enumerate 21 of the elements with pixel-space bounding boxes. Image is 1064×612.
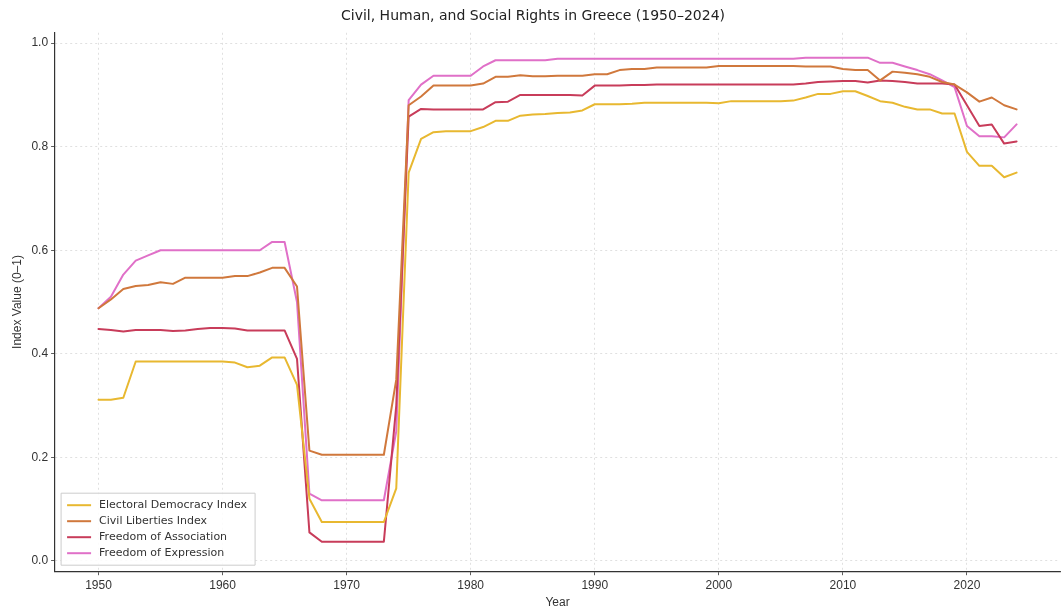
legend-label: Electoral Democracy Index xyxy=(99,498,248,512)
legend-label: Civil Liberties Index xyxy=(99,514,208,528)
x-tick-label: 2020 xyxy=(953,577,981,592)
x-tick-label: 1970 xyxy=(333,577,361,592)
y-tick-label: 0.8 xyxy=(31,139,49,153)
y-tick-label: 0.0 xyxy=(31,553,49,568)
legend-label: Freedom of Association xyxy=(99,530,228,544)
y-tick-label: 1.0 xyxy=(31,35,49,50)
x-tick-label: 2000 xyxy=(705,577,733,592)
x-tick-label: 2010 xyxy=(829,577,857,592)
x-axis-title: Year xyxy=(545,595,570,610)
chart-title: Civil, Human, and Social Rights in Greece (1950–2024) xyxy=(340,7,726,24)
y-tick-label: 0.4 xyxy=(31,346,49,361)
y-tick-label: 0.2 xyxy=(31,449,49,464)
y-tick-label: 0.6 xyxy=(31,242,49,257)
legend-label: Freedom of Expression xyxy=(99,546,225,560)
y-axis-title: Index Value (0–1) xyxy=(9,255,24,349)
x-tick-label: 1990 xyxy=(581,577,609,592)
x-tick-label: 1950 xyxy=(85,577,113,592)
x-tick-label: 1960 xyxy=(209,577,237,592)
x-tick-label: 1980 xyxy=(457,577,485,592)
